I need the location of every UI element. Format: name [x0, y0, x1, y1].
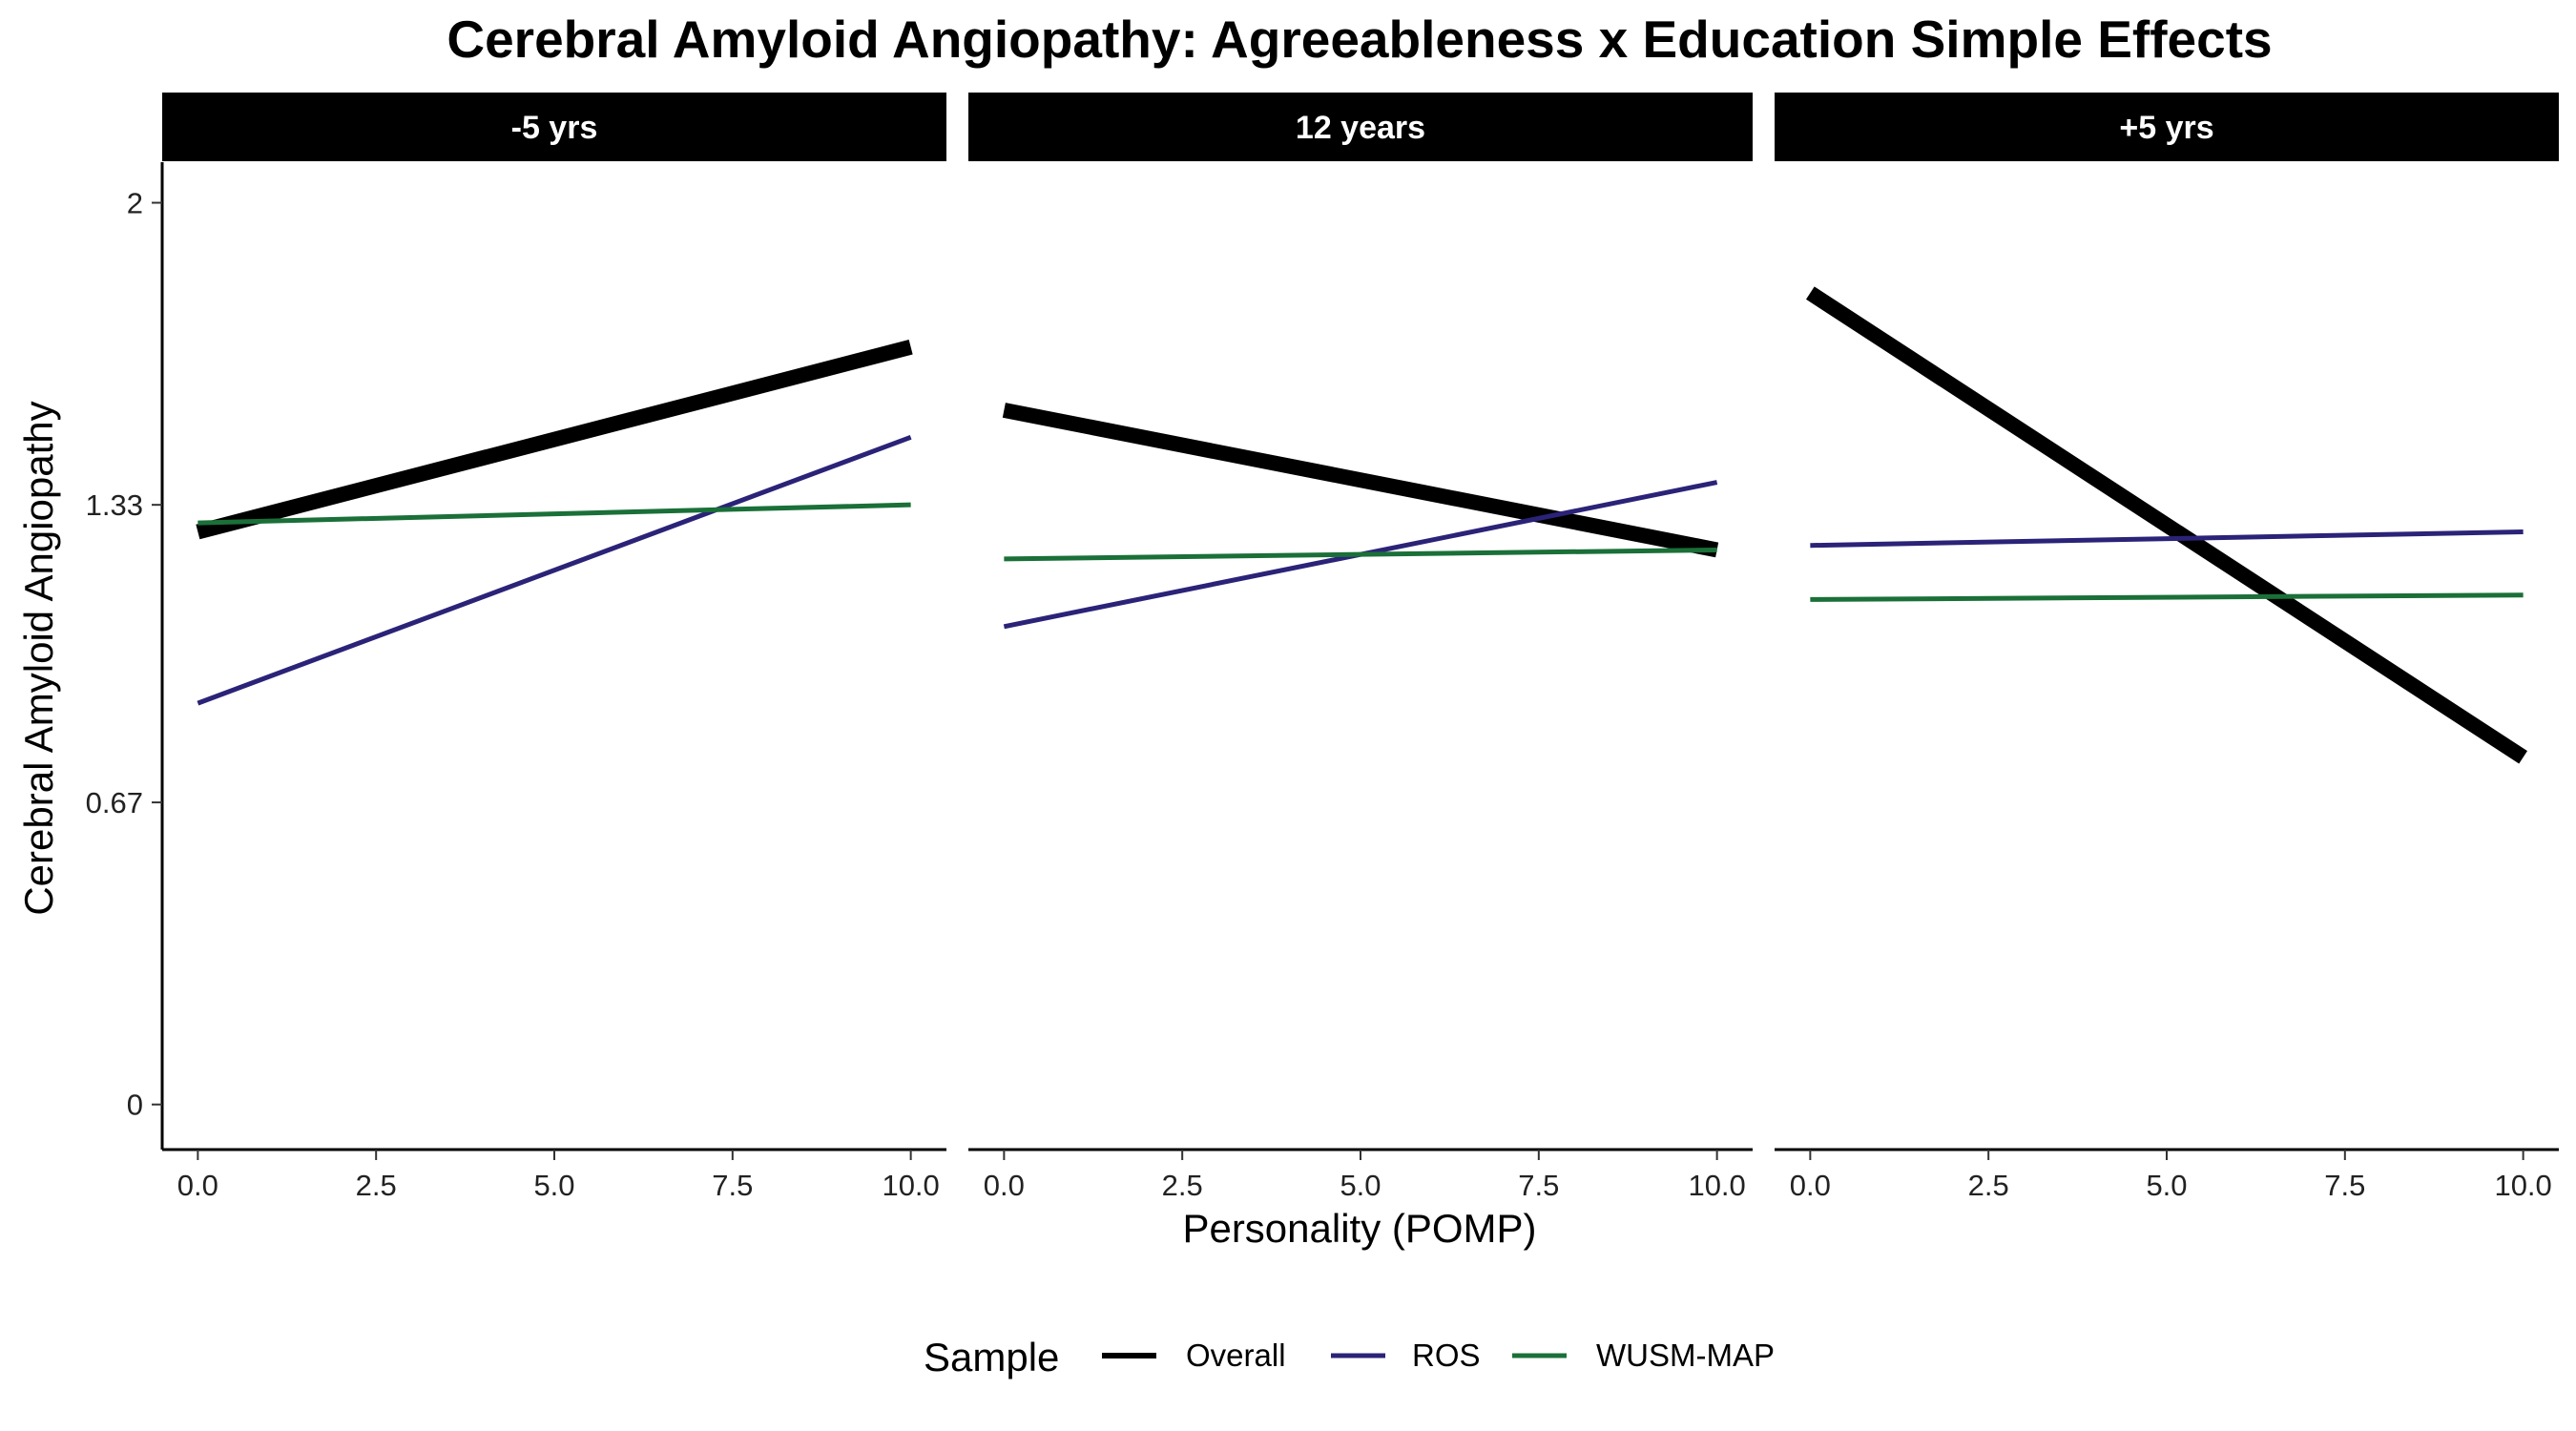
x-tick-label: 7.5: [2324, 1169, 2365, 1202]
facet-strip: [1775, 93, 2559, 161]
facet-strip-label: 12 years: [1296, 110, 1425, 146]
y-tick-label: 0.67: [86, 786, 143, 819]
series-line-wusm-map: [1810, 592, 2524, 602]
facet-panel: 12 years 0.0 2.5 5.0 7.5 10.0: [968, 93, 1753, 1202]
y-tick-label: 1.33: [86, 488, 143, 522]
series-line-overall: [1805, 286, 2528, 764]
x-tick-label: 10.0: [2494, 1169, 2551, 1202]
y-axis-title: Cerebral Amyloid Angiopathy: [16, 401, 61, 915]
series-line-overall: [196, 340, 913, 540]
legend-title: Sample: [924, 1335, 1059, 1379]
series-line-wusm-map: [1004, 547, 1717, 562]
legend-label: ROS: [1412, 1338, 1481, 1373]
y-tick-label: 2: [127, 187, 143, 220]
x-tick-label: 10.0: [882, 1169, 939, 1202]
facet-strip-label: +5 yrs: [2119, 110, 2213, 146]
x-tick-label: 7.5: [712, 1169, 753, 1202]
legend-label: WUSM-MAP: [1596, 1338, 1775, 1373]
y-tick-label: 0: [127, 1089, 143, 1122]
x-tick-label: 5.0: [2146, 1169, 2187, 1202]
x-tick-label: 5.0: [533, 1169, 574, 1202]
x-tick-label: 2.5: [1162, 1169, 1203, 1202]
facet-panel: -5 yrs 0.0 2.5 5.0 7.5 10.0 0 0.67 1.33 2: [86, 93, 946, 1202]
legend: Sample Overall ROS WUSM-MAP: [924, 1335, 1775, 1379]
x-axis-title: Personality (POMP): [1182, 1206, 1536, 1251]
facet-strip: [968, 93, 1753, 161]
series-line-ros: [1810, 529, 2524, 549]
facet-strip: [162, 93, 946, 161]
x-tick-label: 0.0: [177, 1169, 218, 1202]
chart-title: Cerebral Amyloid Angiopathy: Agreeablene…: [447, 10, 2272, 69]
x-tick-label: 7.5: [1518, 1169, 1559, 1202]
series-line-overall: [1002, 403, 1719, 558]
x-tick-label: 10.0: [1688, 1169, 1745, 1202]
legend-label: Overall: [1186, 1338, 1286, 1373]
x-tick-label: 2.5: [356, 1169, 397, 1202]
facet-strip-label: -5 yrs: [511, 110, 598, 146]
facet-panels: -5 yrs 0.0 2.5 5.0 7.5 10.0 0 0.67 1.33 2 12 years…: [86, 93, 2559, 1202]
facet-panel: +5 yrs 0.0 2.5 5.0 7.5 10.0: [1775, 93, 2559, 1202]
x-tick-label: 5.0: [1340, 1169, 1381, 1202]
series-line-wusm-map: [197, 502, 911, 526]
x-tick-label: 2.5: [1968, 1169, 2009, 1202]
x-tick-label: 0.0: [1790, 1169, 1831, 1202]
x-tick-label: 0.0: [984, 1169, 1025, 1202]
series-line-ros: [197, 434, 912, 706]
